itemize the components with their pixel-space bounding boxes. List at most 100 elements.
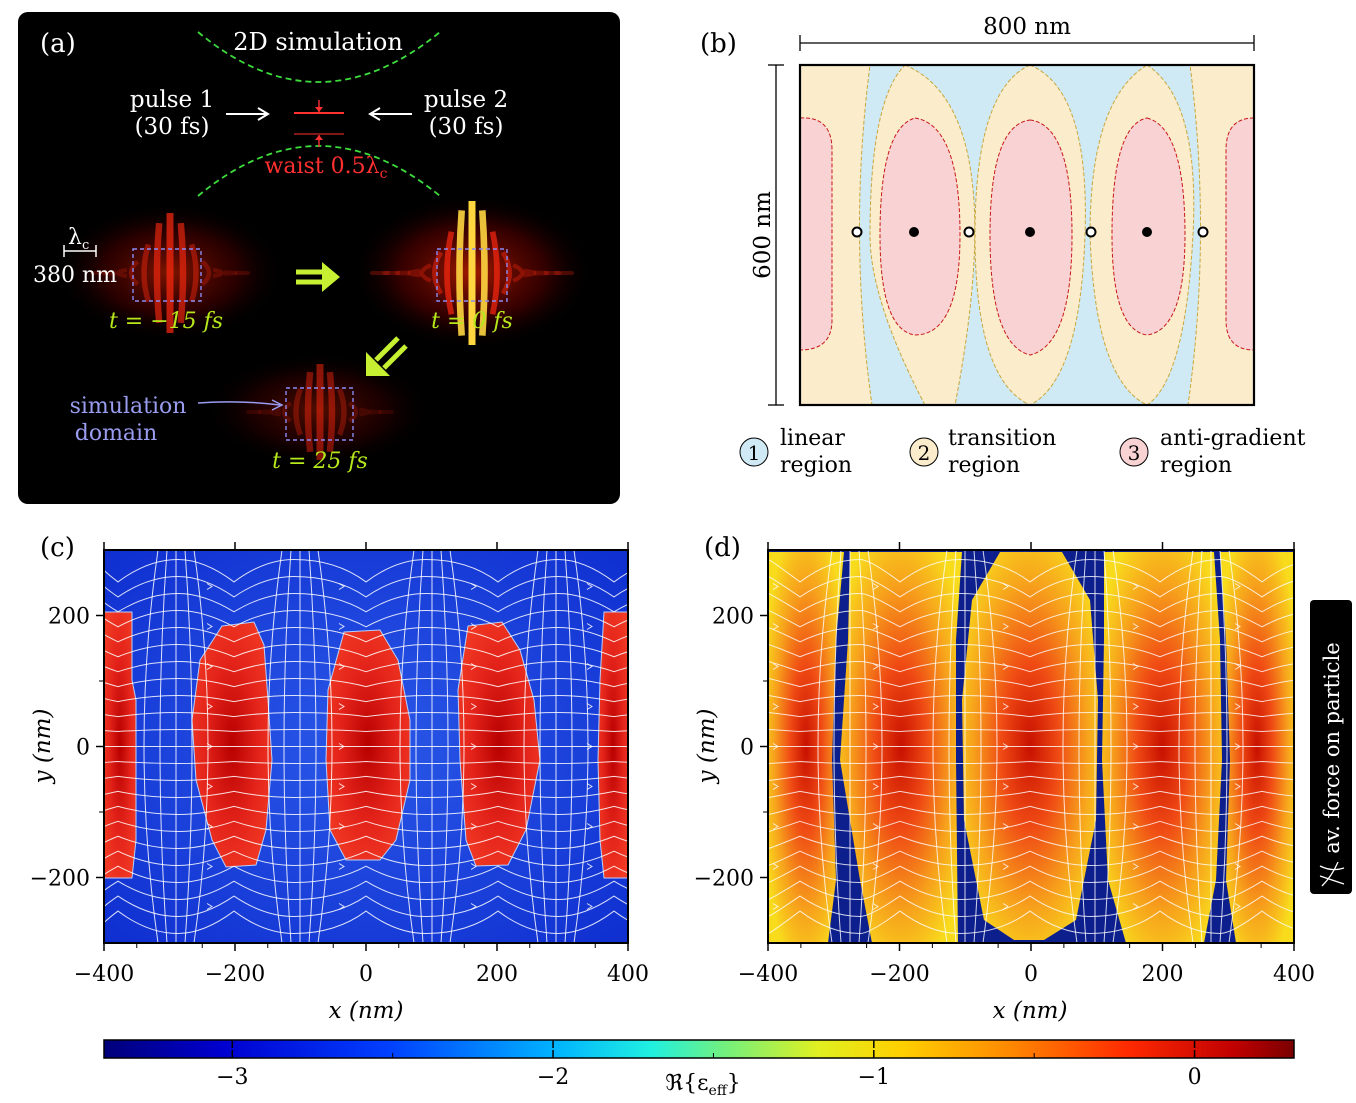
streamline-arrow — [772, 903, 779, 910]
streamline-arrow — [586, 663, 593, 670]
streamline-arrow — [1234, 663, 1241, 670]
streamline — [817, 550, 833, 943]
height-label: 600 nm — [750, 191, 776, 279]
force-legend: av. force on particle — [1310, 600, 1352, 894]
waist-label: waist 0.5λc — [265, 154, 388, 182]
pulse2-label: pulse 2 — [424, 87, 508, 113]
wave-fringe — [153, 222, 163, 324]
streamline — [768, 677, 1294, 688]
streamline — [104, 643, 628, 658]
wave-fringe — [523, 268, 537, 278]
x-tick-label: 0 — [359, 962, 373, 987]
streamline-arrow — [1132, 743, 1139, 750]
streamline — [1178, 550, 1194, 943]
x-tick-label: −400 — [738, 962, 798, 987]
svg-text:region: region — [948, 453, 1020, 478]
streamline-arrow — [872, 663, 879, 670]
streamline — [159, 550, 168, 943]
svg-text:2: 2 — [918, 441, 931, 465]
legend-item-transition: 2 transition region — [909, 426, 1056, 478]
streamline-arrow — [1132, 903, 1139, 910]
streamline-arrow — [470, 783, 477, 790]
panel-b-tag: (b) — [700, 29, 737, 59]
x-tick-label: −400 — [74, 962, 134, 987]
wave-fringe — [368, 409, 383, 415]
streamline — [399, 550, 415, 943]
wave-fringe — [394, 270, 411, 276]
x-tick-label: 200 — [1142, 962, 1184, 987]
streamline-arrow — [772, 703, 779, 710]
wave-fringe — [269, 407, 282, 417]
time-label-2: t = 0 fs — [431, 309, 513, 334]
panel-d: (d) −400 −200 0 200 400 200 0 −200 y (nm) x (nm… — [694, 533, 1315, 1024]
streamline — [768, 592, 1294, 613]
time-label-1: t = −15 fs — [109, 309, 223, 334]
pulse2-arrow-icon — [368, 107, 412, 121]
streamline-arrow — [872, 583, 879, 590]
svg-text:region: region — [780, 453, 852, 478]
streamline — [1078, 550, 1087, 943]
streamline-arrow — [1234, 703, 1241, 710]
streamline-arrow — [206, 863, 213, 870]
panel-a-background — [18, 12, 620, 504]
streamline-arrow — [1234, 903, 1241, 910]
streamline — [267, 550, 283, 943]
streamline-arrow — [206, 743, 213, 750]
streamline-arrow — [1234, 583, 1241, 590]
streamline — [768, 820, 1294, 833]
streamline-arrow — [470, 743, 477, 750]
streamline — [768, 910, 1294, 935]
streamline — [564, 550, 573, 943]
streamline — [1228, 550, 1244, 943]
streamline — [768, 575, 1294, 598]
lambda-value: 380 nm — [33, 263, 117, 288]
y-tick-label: 200 — [48, 605, 90, 630]
streamline-arrow — [206, 903, 213, 910]
streamline-arrow — [470, 583, 477, 590]
streamline-arrow — [1002, 903, 1009, 910]
streamline-arrow — [1002, 663, 1009, 670]
panel-a: (a) 2D simulation pulse 1 (30 fs) pulse … — [18, 12, 620, 504]
beam-upper-curve — [197, 31, 441, 83]
sim-title: 2D simulation — [233, 28, 403, 56]
wave-fringe — [177, 222, 187, 324]
streamline — [982, 550, 998, 943]
panel-a-tag: (a) — [40, 29, 76, 59]
y-tick-label: 200 — [712, 605, 754, 630]
streamline-arrow — [206, 623, 213, 630]
svg-text:transition: transition — [948, 426, 1056, 451]
axes: −400 −200 0 200 400 200 0 −200 — [694, 542, 1315, 987]
streamline — [440, 550, 449, 943]
pulse1-label: pulse 1 — [130, 87, 214, 113]
streamline — [415, 550, 424, 943]
axes: −400 −200 0 200 400 200 0 −200 — [30, 542, 649, 987]
streamline-arrow — [1234, 623, 1241, 630]
streamline-arrow — [872, 703, 879, 710]
streamline — [768, 609, 1294, 628]
streamline — [948, 550, 957, 943]
streamline-arrow — [586, 863, 593, 870]
streamline — [104, 835, 628, 850]
streamline — [317, 550, 333, 943]
pulse-snapshot-t-minus15 — [55, 202, 285, 342]
streamline-arrow — [1234, 823, 1241, 830]
wave-fringe — [337, 388, 347, 436]
streamline-arrow — [470, 863, 477, 870]
wave-fringe — [102, 270, 117, 276]
streamline — [768, 805, 1294, 816]
domain-pointer-arrow-icon — [197, 399, 284, 411]
streamline-arrow — [470, 703, 477, 710]
streamline-arrow — [586, 623, 593, 630]
streamline-arrow — [872, 823, 879, 830]
streamline — [523, 550, 539, 943]
unstable-point-marker — [851, 226, 863, 238]
time-arrow-down-icon — [366, 336, 408, 376]
streamline — [768, 660, 1294, 673]
wave-fringe — [281, 401, 292, 423]
streamline-arrow — [338, 623, 345, 630]
colorbar-ticks: −3 −2 −1 0 — [216, 1040, 1202, 1090]
streamline-arrow — [1002, 703, 1009, 710]
region-map-frame — [798, 63, 1256, 407]
streamline-arrow — [470, 623, 477, 630]
colorbar-gradient — [103, 1039, 1295, 1059]
